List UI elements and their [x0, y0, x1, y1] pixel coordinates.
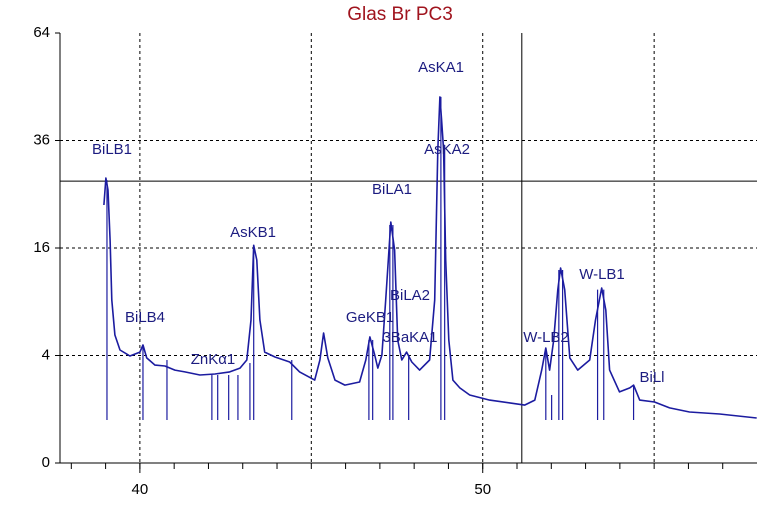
spectrum-line [103, 96, 757, 419]
peak-label: ZnKα1 [191, 351, 236, 368]
peak-label: W-LB1 [579, 266, 625, 283]
y-tick-label: 36 [33, 131, 50, 148]
x-tick-label: 50 [474, 481, 491, 498]
peak-label: BiLB4 [125, 309, 165, 326]
chart-title: Glas Br PC3 [347, 4, 453, 25]
peak-label: BiLB1 [92, 141, 132, 158]
y-tick-label: 16 [33, 239, 50, 256]
peak-label: GeKB1 [346, 309, 394, 326]
y-tick-label: 64 [33, 24, 50, 41]
x-tick-label: 40 [132, 481, 149, 498]
peak-label: 3BaKA1 [382, 329, 437, 346]
y-tick-label: 0 [42, 454, 50, 471]
peak-label: BiLl [639, 369, 664, 386]
peak-label: BiLA1 [372, 181, 412, 198]
peak-label: W-LB2 [523, 329, 569, 346]
peak-label: BiLA2 [390, 287, 430, 304]
peak-label: AsKA1 [418, 59, 464, 76]
peak-label: AsKB1 [230, 224, 276, 241]
peak-label: AsKA2 [424, 141, 470, 158]
y-tick-label: 4 [42, 346, 50, 363]
